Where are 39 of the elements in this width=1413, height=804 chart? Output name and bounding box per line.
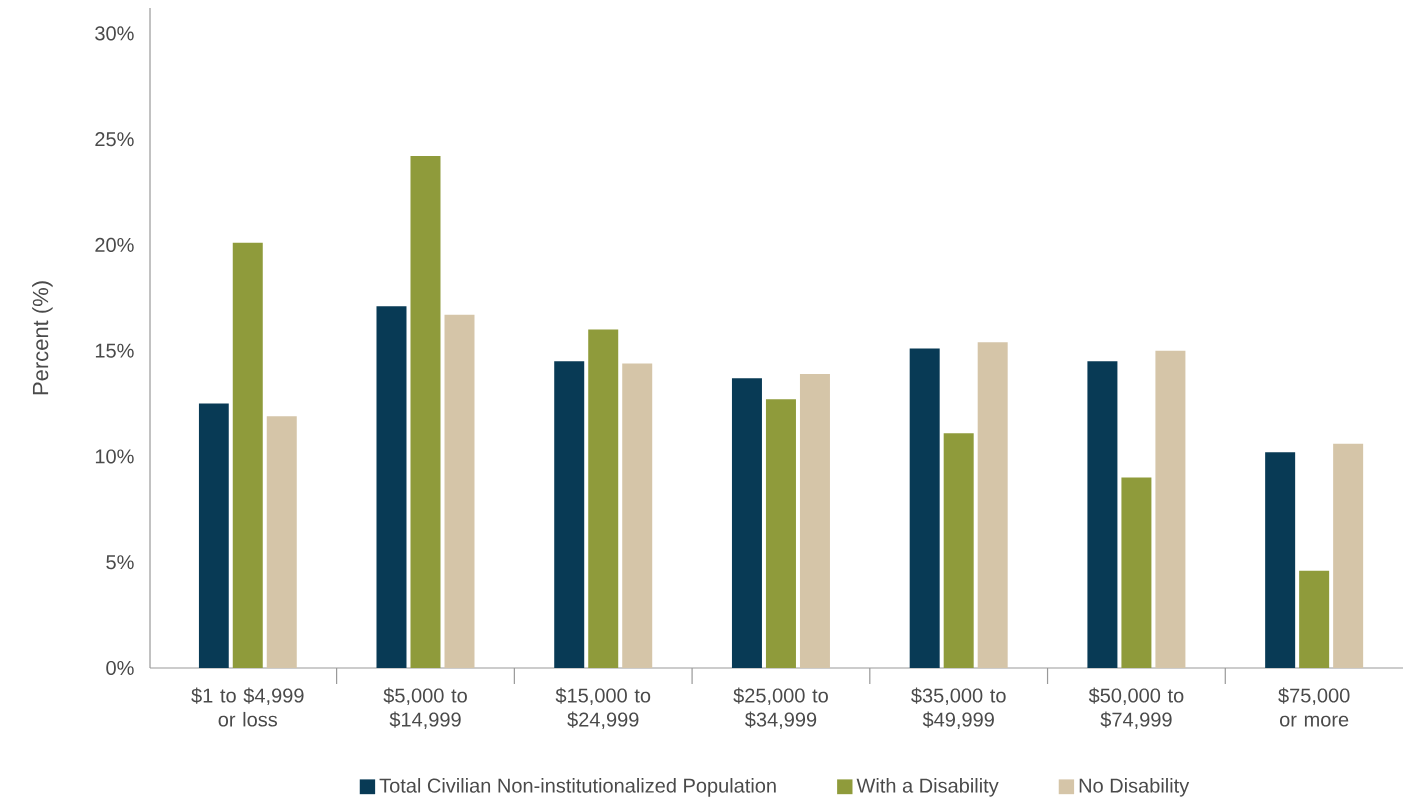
legend-label: No Disability [1079,778,1190,797]
x-tick-label: $1 to $4,999 or loss [191,687,304,727]
x-tick-label: $50,000 to $74,999 [1088,687,1184,730]
bar [444,314,475,669]
bar [799,374,830,669]
x-tick-label: $15,000 to $24,999 [555,687,651,730]
y-tick-label: 25% [95,132,134,147]
bar [1299,570,1330,669]
bar [266,416,297,669]
bar [622,363,653,669]
x-tick-label: $75,000 or more [1278,687,1350,727]
bar [376,306,407,669]
x-tick-label: $25,000 to $34,999 [733,687,828,730]
x-tick-label: $5,000 to $14,999 [383,687,467,730]
x-tick-label: $35,000 to $49,999 [911,687,1006,730]
y-axis-title: Percent (%) [32,281,53,395]
bar [1265,452,1296,669]
bar [1333,444,1364,669]
y-tick-label: 5% [106,555,134,570]
bar [554,361,585,669]
legend-label: With a Disability [856,778,999,797]
bar [1121,477,1152,669]
y-tick-label: 10% [95,449,134,464]
bar [198,403,229,669]
bar [410,156,441,669]
y-tick-label: 30% [95,26,134,41]
bar [731,378,762,669]
bar [765,399,796,669]
bar [588,329,619,669]
y-tick-label: 20% [95,238,134,253]
bar [943,433,974,669]
bar [1087,361,1118,669]
bar [909,348,940,669]
legend-label: Total Civilian Non-institutionalized Population [379,778,776,797]
y-tick-label: 0% [106,661,134,676]
bar [232,243,263,669]
y-tick-label: 15% [95,343,134,358]
bar [1155,350,1186,669]
bar [977,342,1008,669]
